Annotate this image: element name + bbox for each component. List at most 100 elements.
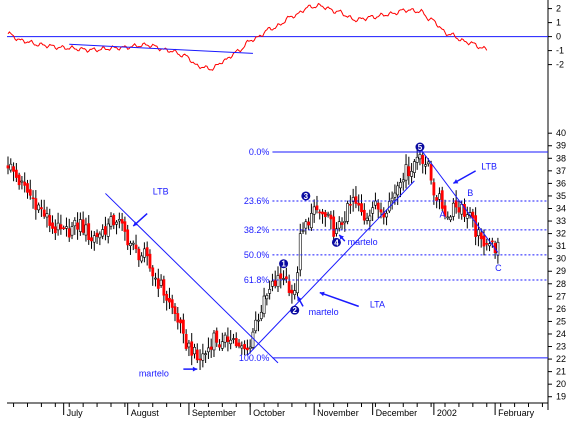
fibonacci-level-label: 38.2% [244, 225, 270, 235]
candle-down [120, 219, 124, 224]
candle-up [337, 221, 341, 229]
candle-up [159, 279, 163, 286]
candle-up [401, 179, 405, 183]
month-label: October [253, 408, 285, 418]
candle-up [346, 203, 349, 222]
candle-up [465, 214, 469, 219]
trendline [419, 147, 499, 253]
candle-down [360, 203, 363, 213]
candle-down [284, 276, 288, 280]
candle-down [176, 313, 180, 323]
trendline [247, 180, 415, 356]
candle-up [92, 235, 96, 243]
chart-annotation: LTB [481, 162, 497, 172]
lta-arrow-head [319, 291, 325, 297]
candle-up [73, 220, 77, 227]
candle-down [226, 336, 230, 342]
candle-up [56, 222, 60, 231]
price-tick-label: 22 [556, 354, 566, 364]
candle-down [145, 247, 149, 257]
candle-up [117, 218, 121, 222]
candle-up [365, 217, 369, 221]
candle-down [51, 222, 54, 229]
wave-marker [301, 191, 311, 201]
price-tick-label: 32 [556, 229, 566, 239]
osc-tick-label: 2 [556, 4, 561, 14]
candle-down [421, 154, 425, 164]
candle-up [101, 229, 105, 237]
candle-down [126, 229, 130, 246]
candle-down [76, 222, 79, 230]
candle-down [148, 253, 152, 269]
price-tick-label: 28 [556, 279, 566, 289]
candle-down [290, 289, 294, 294]
candle-up [343, 221, 347, 224]
candle-up [326, 213, 330, 216]
candle-up [254, 319, 258, 332]
price-tick-label: 20 [556, 379, 566, 389]
candle-up [142, 248, 146, 258]
candle-down [379, 209, 383, 213]
candle-down [332, 216, 336, 237]
price-tick-label: 37 [556, 166, 566, 176]
candle-up [390, 197, 394, 202]
candle-down [323, 212, 327, 218]
candle-up [187, 342, 191, 348]
chart-annotation: LTB [153, 187, 169, 197]
candle-up [393, 192, 397, 198]
candle-down [90, 237, 93, 242]
candle-up [257, 319, 260, 322]
candle-down [95, 232, 99, 237]
candle-up [70, 226, 74, 236]
candle-down [31, 197, 35, 200]
price-tick-label: 19 [556, 392, 566, 402]
ltb-arrow-head [453, 179, 459, 184]
candle-up [335, 228, 338, 234]
candle-down [218, 344, 221, 348]
wave-label: 2 [292, 306, 297, 315]
candle-up [201, 353, 205, 361]
candle-down [376, 202, 380, 210]
candle-down [457, 207, 461, 213]
price-tick-label: 26 [556, 304, 566, 314]
candle-down [318, 211, 322, 214]
candle-up [496, 241, 500, 256]
candle-up [399, 182, 402, 189]
candle-up [140, 255, 144, 262]
candle-down [62, 227, 66, 230]
candle-down [307, 221, 311, 226]
candle-up [262, 295, 266, 314]
candle-down [273, 280, 277, 286]
candle-up [129, 242, 132, 246]
wave-marker [331, 237, 341, 247]
price-tick-label: 29 [556, 266, 566, 276]
osc-tick-label: -2 [556, 60, 564, 70]
candle-up [312, 206, 316, 215]
candle-up [204, 353, 208, 355]
candle-down [357, 202, 361, 206]
candle-up [371, 207, 375, 214]
oscillator-line [7, 2, 488, 71]
candle-down [362, 209, 366, 221]
candle-up [438, 193, 441, 200]
candle-down [34, 198, 38, 210]
candle-up [207, 347, 210, 353]
osc-tick-label: 1 [556, 18, 561, 28]
candle-down [340, 222, 344, 225]
candle-up [296, 272, 299, 294]
chart-annotation: C [495, 263, 502, 273]
fibonacci-level-label: 50.0% [244, 250, 270, 260]
chart-annotation: A [439, 209, 445, 219]
candle-up [248, 346, 252, 349]
candle-up [304, 221, 308, 229]
candle-down [348, 203, 352, 206]
candle-down [104, 226, 107, 235]
candle-down [198, 358, 202, 361]
candle-down [474, 215, 478, 237]
candle-down [14, 169, 18, 178]
candle-down [137, 248, 141, 261]
month-label: September [192, 408, 236, 418]
candle-down [156, 278, 160, 289]
candle-down [59, 224, 63, 230]
